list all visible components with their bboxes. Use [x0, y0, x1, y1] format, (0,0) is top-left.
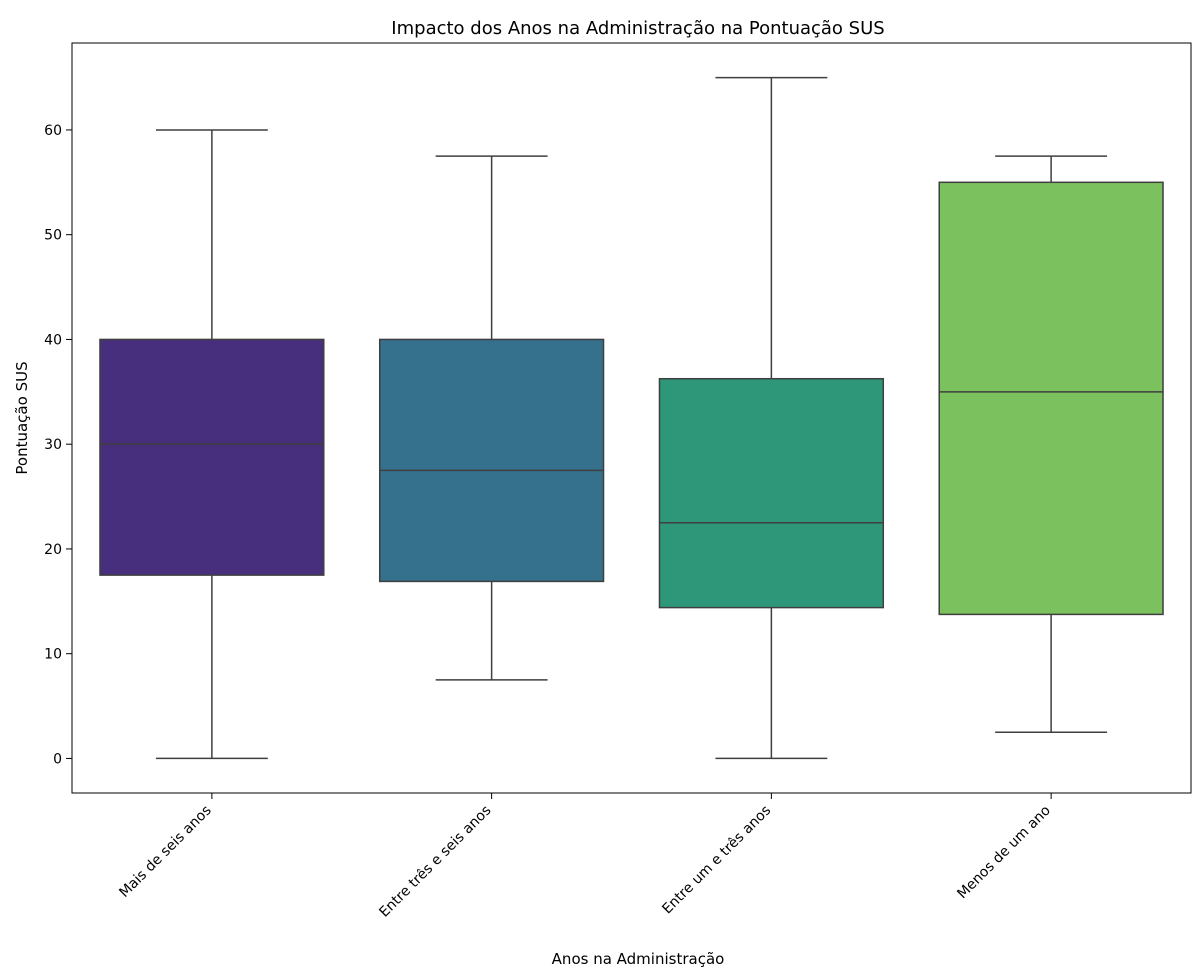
box-group — [658, 76, 885, 760]
box-group — [938, 155, 1164, 733]
y-axis-label: Pontuação SUS — [13, 361, 31, 474]
x-tick-label: Mais de seis anos — [116, 803, 214, 901]
y-tick-label: 20 — [44, 542, 62, 558]
plot-area — [99, 76, 1164, 760]
axes-frame — [71, 42, 1192, 794]
y-axis: 0 10 20 30 40 50 60 — [44, 123, 72, 767]
y-tick-label: 10 — [44, 647, 62, 663]
y-tick-label: 0 — [53, 751, 62, 767]
x-tick-label: Entre três e seis anos — [376, 803, 494, 921]
box-iqr — [99, 338, 325, 576]
y-tick-label: 40 — [44, 332, 62, 348]
y-tick-label: 60 — [44, 123, 62, 139]
box-group — [378, 155, 605, 681]
x-axis-label: Anos na Administração — [552, 950, 725, 967]
y-tick-label: 50 — [44, 228, 62, 244]
chart-title: Impacto dos Anos na Administração na Pon… — [391, 18, 884, 39]
x-tick-label: Entre um e três anos — [659, 803, 774, 918]
box-iqr — [378, 338, 605, 583]
box-iqr — [658, 377, 885, 609]
box-group — [99, 129, 325, 760]
x-tick-label: Menos de um ano — [954, 803, 1054, 903]
x-axis: Mais de seis anos Entre três e seis anos E… — [116, 793, 1054, 921]
box-iqr — [938, 181, 1164, 616]
y-tick-label: 30 — [44, 437, 62, 453]
